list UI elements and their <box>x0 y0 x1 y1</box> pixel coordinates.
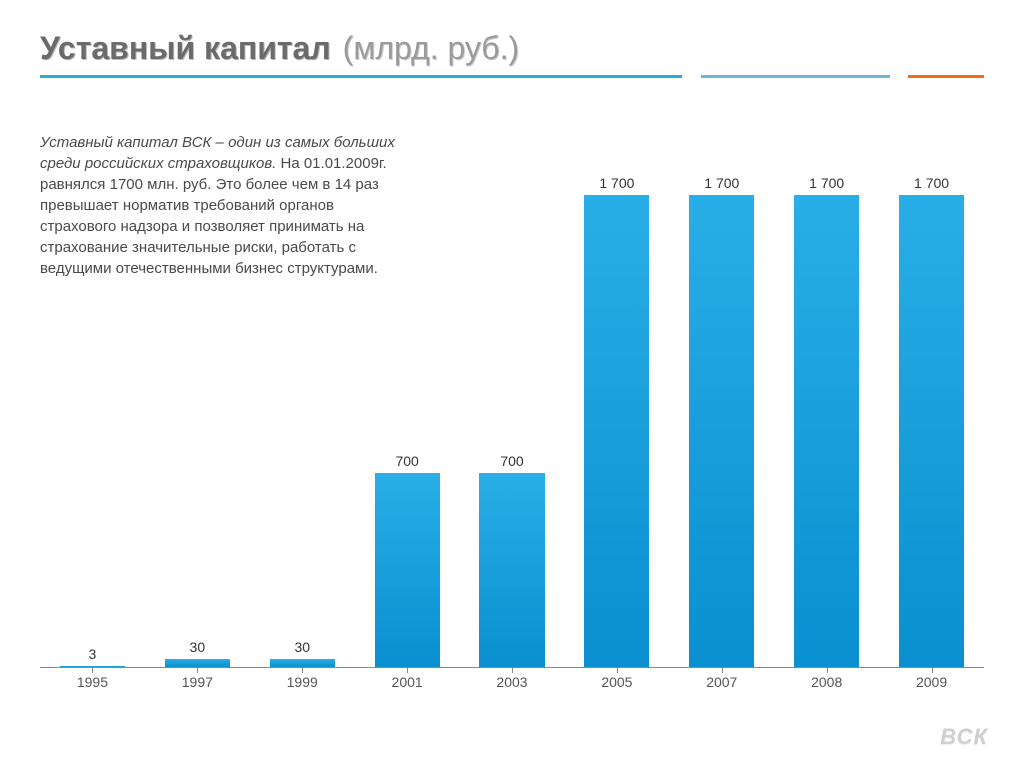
chart-x-axis: 199519971999200120032005200720082009 <box>40 674 984 698</box>
chart-bars: 3 30 30 700 700 1 700 1 700 1 700 1 700 <box>40 168 984 668</box>
bar-value-label: 1 700 <box>809 175 844 191</box>
x-axis-label: 2005 <box>564 674 669 698</box>
title-bold: Уставный капитал <box>40 30 331 67</box>
axis-tick <box>932 667 933 673</box>
bar-rect <box>165 659 230 667</box>
axis-tick <box>92 667 93 673</box>
bar-rect <box>689 195 754 667</box>
bar-slot: 30 <box>250 639 355 667</box>
x-axis-label: 1997 <box>145 674 250 698</box>
bar-rect <box>899 195 964 667</box>
accent-segment <box>890 75 909 78</box>
bar-value-label: 1 700 <box>704 175 739 191</box>
x-axis-label: 2007 <box>669 674 774 698</box>
x-axis-label: 1995 <box>40 674 145 698</box>
accent-segment <box>908 75 984 78</box>
axis-tick <box>512 667 513 673</box>
x-axis-label: 2001 <box>355 674 460 698</box>
slide-title: Уставный капитал (млрд. руб.) <box>40 30 984 67</box>
bar-slot: 1 700 <box>879 175 984 667</box>
accent-segment <box>701 75 890 78</box>
x-axis-label: 2009 <box>879 674 984 698</box>
brand-logo: ВСК <box>940 724 988 750</box>
axis-tick <box>827 667 828 673</box>
bar-value-label: 30 <box>294 639 310 655</box>
title-light: (млрд. руб.) <box>343 30 520 67</box>
bar-slot: 30 <box>145 639 250 667</box>
bar-slot: 3 <box>40 646 145 667</box>
accent-segment <box>682 75 701 78</box>
bar-value-label: 1 700 <box>599 175 634 191</box>
bar-slot: 700 <box>460 453 565 667</box>
axis-tick <box>197 667 198 673</box>
bar-rect <box>270 659 335 667</box>
bar-chart: 3 30 30 700 700 1 700 1 700 1 700 1 700 19951997… <box>40 158 984 698</box>
accent-line <box>40 75 984 78</box>
axis-tick <box>617 667 618 673</box>
bar-slot: 1 700 <box>774 175 879 667</box>
axis-tick <box>407 667 408 673</box>
bar-rect <box>375 473 440 667</box>
bar-value-label: 30 <box>190 639 206 655</box>
bar-value-label: 3 <box>89 646 97 662</box>
bar-rect <box>584 195 649 667</box>
bar-slot: 700 <box>355 453 460 667</box>
bar-slot: 1 700 <box>564 175 669 667</box>
x-axis-label: 2008 <box>774 674 879 698</box>
x-axis-label: 2003 <box>460 674 565 698</box>
bar-slot: 1 700 <box>669 175 774 667</box>
bar-value-label: 700 <box>395 453 418 469</box>
bar-rect <box>479 473 544 667</box>
axis-tick <box>302 667 303 673</box>
axis-tick <box>722 667 723 673</box>
bar-value-label: 700 <box>500 453 523 469</box>
slide: Уставный капитал (млрд. руб.) Уставный к… <box>0 0 1024 768</box>
bar-rect <box>794 195 859 667</box>
x-axis-label: 1999 <box>250 674 355 698</box>
accent-segment <box>40 75 682 78</box>
bar-value-label: 1 700 <box>914 175 949 191</box>
